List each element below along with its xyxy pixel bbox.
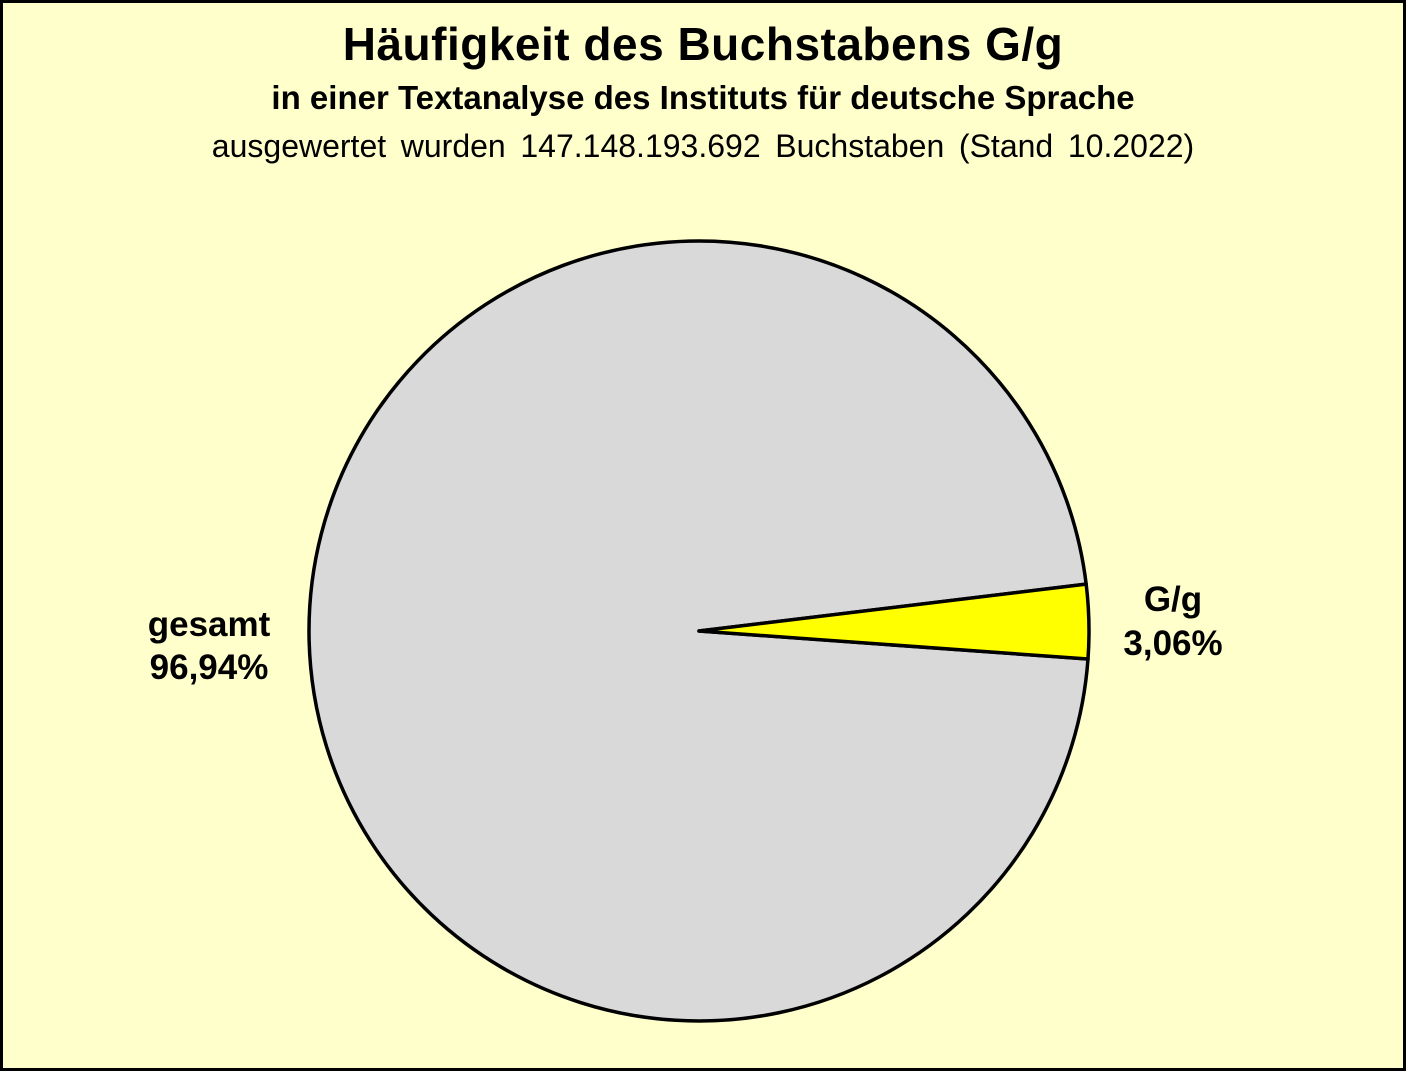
slice-label-gesamt-name: gesamt: [147, 605, 271, 644]
slice-label-gg-pct: 3,06%: [1123, 624, 1223, 663]
slice-label-gesamt: gesamt 96,94%: [59, 603, 359, 689]
pie-svg: [307, 239, 1091, 1023]
slice-label-gg-name: G/g: [1143, 580, 1203, 619]
slice-label-gesamt-pct: 96,94%: [149, 648, 269, 687]
chart-note: ausgewertet wurden 147.148.193.692 Buchs…: [211, 128, 1195, 164]
pie-slice-g-g: [697, 582, 1091, 661]
chart-subtitle: in einer Textanalyse des Instituts für d…: [271, 79, 1135, 116]
chart-title: Häufigkeit des Buchstabens G/g: [342, 18, 1064, 70]
slice-label-gg: G/g 3,06%: [1023, 578, 1323, 666]
